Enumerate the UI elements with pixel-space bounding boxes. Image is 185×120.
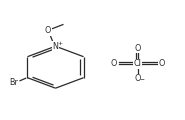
Text: O: O	[135, 44, 141, 53]
Text: Cl: Cl	[134, 59, 142, 68]
Text: −: −	[139, 76, 144, 81]
Text: O: O	[45, 26, 51, 35]
Text: O: O	[158, 59, 165, 68]
Text: Br: Br	[9, 78, 18, 87]
Text: O: O	[111, 59, 117, 68]
Text: N: N	[53, 42, 58, 51]
Text: O: O	[135, 74, 141, 84]
Text: +: +	[58, 41, 63, 46]
